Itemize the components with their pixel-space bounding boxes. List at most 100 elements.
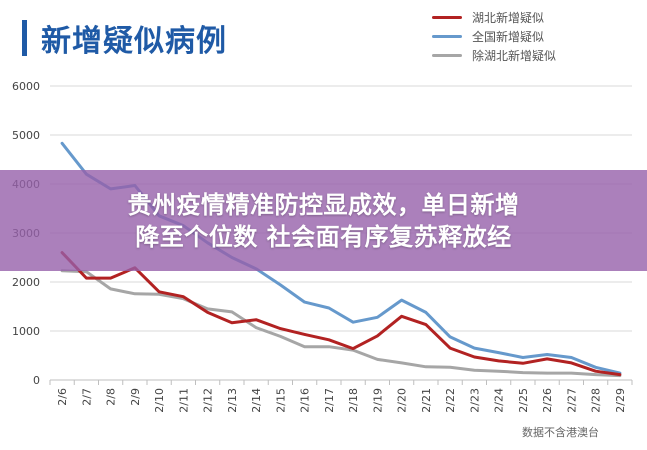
x-tick-label: 2/24 — [493, 388, 506, 413]
series-line-0 — [60, 251, 622, 377]
data-point — [497, 359, 500, 363]
banner-line-1: 贵州疫情精准防控显成效，单日新增 — [127, 190, 520, 219]
data-point — [424, 365, 428, 368]
data-point — [400, 361, 403, 365]
legend: 湖北新增疑似 全国新增疑似 除湖北新增疑似 — [432, 8, 556, 65]
data-point — [279, 283, 282, 287]
x-tick-label: 2/17 — [323, 388, 336, 413]
data-point — [109, 276, 112, 280]
data-point — [351, 320, 355, 324]
data-point — [376, 358, 379, 361]
title-block: 新增疑似病例 — [22, 16, 227, 60]
data-point — [206, 307, 209, 311]
data-point — [545, 353, 549, 356]
x-tick-label: 2/21 — [420, 388, 433, 413]
x-tick-label: 2/18 — [347, 388, 360, 413]
data-point — [400, 298, 403, 302]
x-tick-label: 2/12 — [202, 388, 215, 413]
x-tick-label: 2/28 — [590, 388, 603, 413]
data-point — [327, 306, 331, 310]
y-tick-label: 2000 — [12, 276, 40, 289]
legend-label: 全国新增疑似 — [472, 30, 545, 44]
x-tick-label: 2/22 — [444, 388, 457, 413]
data-point — [521, 362, 525, 365]
data-point — [448, 366, 452, 369]
data-point — [327, 338, 331, 342]
data-point — [303, 333, 306, 336]
data-point — [157, 290, 161, 293]
data-point — [85, 276, 88, 280]
data-point — [351, 347, 355, 350]
x-tick-label: 2/8 — [105, 388, 118, 406]
y-tick-label: 5000 — [12, 129, 40, 142]
data-point — [570, 371, 573, 375]
data-point — [85, 270, 88, 273]
x-tick-label: 2/26 — [541, 388, 554, 413]
data-point — [327, 345, 331, 348]
data-point — [497, 369, 500, 373]
x-tick-label: 2/15 — [274, 388, 287, 413]
data-point — [424, 323, 428, 326]
x-tick-label: 2/19 — [371, 388, 384, 413]
y-tick-label: 1000 — [12, 325, 40, 338]
data-point — [424, 311, 428, 314]
data-point — [594, 366, 597, 369]
x-tick-label: 2/10 — [153, 388, 166, 413]
data-point — [545, 371, 549, 375]
data-point — [473, 346, 476, 350]
data-point — [473, 369, 476, 372]
series-line-2 — [60, 269, 622, 378]
y-tick-label: 6000 — [12, 80, 40, 93]
x-tick-label: 2/25 — [517, 388, 530, 413]
data-point — [182, 295, 185, 298]
chart-title: 新增疑似病例 — [41, 24, 227, 59]
data-point — [206, 311, 209, 314]
data-point — [448, 346, 452, 350]
x-tick-label: 2/11 — [177, 388, 190, 413]
data-point — [376, 316, 379, 319]
data-point — [545, 357, 549, 361]
data-point — [279, 327, 282, 330]
data-point — [230, 310, 234, 314]
data-point — [448, 335, 452, 339]
headline-banner: 贵州疫情精准防控显成效，单日新增 降至个位数 社会面有序复苏释放经 — [0, 170, 647, 271]
y-tick-label: 0 — [33, 374, 40, 387]
data-point — [133, 292, 137, 295]
data-point — [497, 351, 500, 354]
data-point — [618, 373, 622, 376]
data-point — [376, 334, 379, 338]
data-point — [279, 335, 282, 338]
legend-item: 全国新增疑似 — [432, 27, 556, 46]
x-tick-label: 2/7 — [80, 388, 93, 406]
x-tick-label: 2/16 — [299, 388, 312, 413]
source-note: 数据不含港澳台 — [522, 426, 599, 439]
data-point — [230, 321, 234, 324]
data-point — [473, 355, 476, 359]
title-accent-bar — [22, 20, 27, 56]
x-tick-label: 2/27 — [565, 388, 578, 413]
legend-label: 湖北新增疑似 — [472, 11, 545, 25]
data-point — [254, 326, 258, 329]
data-point — [157, 293, 161, 296]
legend-item: 除湖北新增疑似 — [432, 46, 556, 65]
data-point — [570, 361, 573, 365]
x-tick-label: 2/6 — [56, 388, 69, 406]
x-tick-label: 2/13 — [226, 388, 239, 413]
data-point — [254, 318, 258, 321]
legend-swatch — [432, 54, 462, 57]
legend-swatch — [432, 16, 462, 19]
data-point — [521, 356, 525, 359]
data-point — [400, 315, 403, 318]
data-point — [594, 369, 597, 373]
legend-item: 湖北新增疑似 — [432, 8, 556, 27]
legend-label: 除湖北新增疑似 — [472, 49, 557, 63]
legend-swatch — [432, 35, 462, 38]
data-point — [303, 300, 306, 304]
data-point — [521, 371, 525, 374]
x-tick-label: 2/23 — [468, 388, 481, 413]
banner-line-2: 降至个位数 社会面有序复苏释放经 — [135, 222, 512, 251]
data-point — [109, 287, 112, 291]
data-point — [303, 345, 306, 348]
x-tick-label: 2/20 — [396, 388, 409, 413]
